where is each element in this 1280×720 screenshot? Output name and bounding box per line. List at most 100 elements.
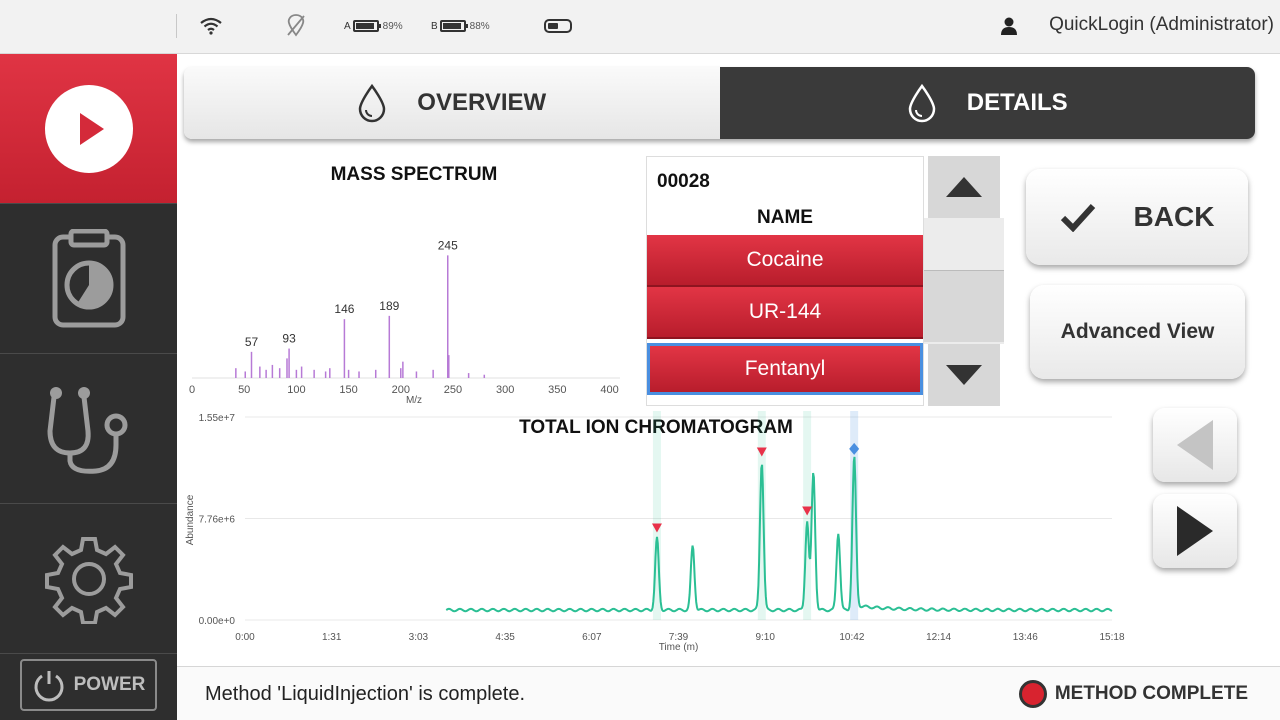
y-tick-label: 1.55e+7 (199, 413, 236, 424)
x-tick-label: 7:39 (669, 632, 689, 643)
toggle-icon (544, 12, 572, 40)
scroll-up-button[interactable] (928, 156, 1000, 218)
sample-id: 00028 (657, 171, 710, 192)
play-icon (44, 84, 133, 173)
x-tick-label: 350 (548, 384, 566, 396)
peak-label: 93 (282, 332, 296, 346)
sidebar-item-diagnostics[interactable] (0, 354, 177, 504)
peak-highlight (757, 411, 766, 620)
arrow-left-icon (1177, 420, 1213, 470)
advanced-view-label: Advanced View (1060, 320, 1215, 343)
next-button[interactable] (1153, 494, 1237, 568)
peak-label: 245 (438, 238, 458, 252)
x-tick-label: 9:10 (755, 632, 775, 643)
list-item-selected[interactable]: Fentanyl (647, 343, 923, 395)
x-tick-label: 100 (287, 384, 305, 396)
peak-marker (802, 506, 813, 516)
battery-b-label: B (431, 20, 438, 32)
battery-a: A 89% (344, 12, 403, 40)
tab-details[interactable]: DETAILS (719, 67, 1255, 139)
y-tick-label: 7.76e+6 (199, 515, 236, 526)
scroll-thumb[interactable] (924, 270, 1004, 342)
peak-highlight (803, 411, 812, 620)
x-axis-label: M/z (406, 395, 422, 406)
peak-marker (651, 523, 662, 533)
tab-details-label: DETAILS (966, 89, 1068, 116)
wifi-icon (200, 12, 222, 40)
advanced-view-button[interactable]: Advanced View (1030, 285, 1245, 379)
x-tick-label: 3:03 (409, 632, 429, 643)
x-tick-label: 12:14 (926, 632, 951, 643)
x-tick-label: 50 (238, 384, 250, 396)
chart-title: TOTAL ION CHROMATOGRAM (519, 417, 793, 438)
y-tick-label: 0.00e+0 (199, 616, 236, 627)
back-label: BACK (1133, 201, 1215, 232)
sidebar-item-settings[interactable] (0, 504, 177, 654)
x-tick-label: 4:35 (495, 632, 515, 643)
sidebar-item-reports[interactable] (0, 204, 177, 354)
mass-spectrum-chart: MASS SPECTRUM 57 93 146 189 245 0 50 100 150 200 25… (186, 150, 626, 410)
gear-icon (44, 536, 133, 624)
scroll-down-button[interactable] (928, 344, 1000, 406)
tab-bar: OVERVIEW DETAILS (184, 67, 1255, 139)
previous-button[interactable] (1153, 408, 1237, 482)
x-axis-label: Time (m) (659, 642, 699, 653)
x-tick-label: 13:46 (1013, 632, 1038, 643)
chart-title: MASS SPECTRUM (331, 164, 498, 185)
status-message: Method 'LiquidInjection' is complete. (205, 683, 526, 705)
back-button[interactable]: BACK (1026, 169, 1248, 265)
status-divider (176, 14, 177, 38)
y-axis-label: Abundance (185, 494, 196, 545)
list-header-name: NAME (757, 207, 813, 228)
status-dot-icon (1018, 680, 1047, 708)
x-tick-label: 150 (339, 384, 357, 396)
x-tick-label: 6:07 (582, 632, 602, 643)
battery-b: B 88% (431, 12, 490, 40)
peak-highlight (850, 411, 859, 620)
x-tick-label: 200 (392, 384, 410, 396)
tab-overview[interactable]: OVERVIEW (184, 67, 720, 139)
power-icon (34, 671, 64, 702)
x-tick-label: 0 (189, 384, 195, 396)
peak-marker (756, 447, 767, 457)
list-scrollbar (924, 156, 1004, 406)
x-tick-label: 250 (444, 384, 462, 396)
droplet-icon (359, 83, 386, 123)
power-label: POWER (73, 674, 146, 695)
bottom-status-bar: Method 'LiquidInjection' is complete. ME… (177, 666, 1280, 720)
battery-a-percent: 89% (382, 20, 403, 32)
user-icon (1000, 12, 1018, 40)
checkmark-icon (1060, 203, 1095, 232)
list-item[interactable]: UR-144 (647, 287, 923, 339)
list-item[interactable]: Cocaine (647, 235, 923, 287)
x-tick-label: 400 (600, 384, 618, 396)
power-button[interactable]: POWER (20, 659, 157, 711)
compound-list: 00028 NAME Cocaine UR-144 Fentanyl (646, 156, 924, 406)
stethoscope-icon (46, 386, 127, 474)
scroll-track[interactable] (924, 218, 1004, 344)
sidebar: POWER (0, 54, 177, 720)
peak-highlight (652, 411, 661, 620)
battery-b-percent: 88% (469, 20, 490, 32)
peak-label: 57 (245, 335, 259, 349)
location-off-icon (285, 12, 307, 40)
x-tick-label: 1:31 (322, 632, 342, 643)
peak-label: 189 (379, 299, 399, 313)
clipboard-chart-icon (52, 228, 125, 327)
battery-a-label: A (344, 20, 351, 32)
battery-b-icon (439, 20, 468, 32)
chromatogram-line (445, 456, 1113, 613)
battery-a-icon (352, 20, 381, 32)
status-indicator-label: METHOD COMPLETE (1054, 683, 1248, 704)
sidebar-item-run[interactable] (0, 54, 177, 204)
x-tick-label: 10:42 (839, 632, 864, 643)
tab-overview-label: OVERVIEW (417, 89, 547, 116)
x-tick-label: 15:18 (1099, 632, 1124, 643)
total-ion-chromatogram: 0.00e+0 7.76e+6 1.55e+7 Abundance TOTAL ION … (180, 405, 1125, 663)
x-tick-label: 0:00 (235, 632, 255, 643)
x-tick-label: 300 (496, 384, 514, 396)
triangle-up-icon (946, 177, 982, 197)
method-status-indicator: METHOD COMPLETE (1018, 680, 1248, 708)
droplet-icon (908, 83, 936, 123)
user-name[interactable]: QuickLogin (Administrator) (1049, 14, 1274, 35)
